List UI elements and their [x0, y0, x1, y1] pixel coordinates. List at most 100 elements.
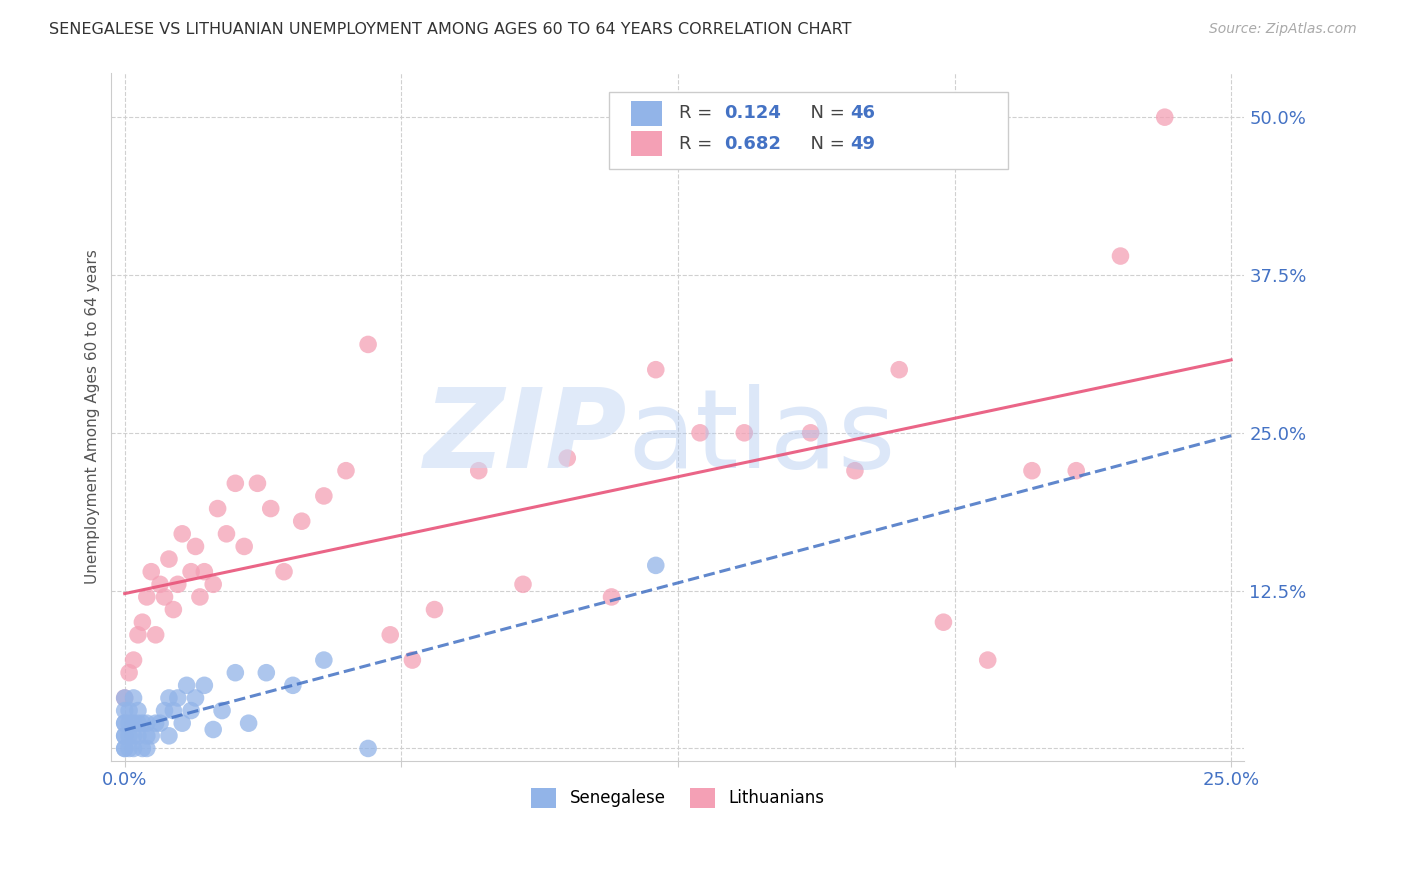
Point	[335, 464, 357, 478]
Legend: Senegalese, Lithuanians: Senegalese, Lithuanians	[524, 781, 831, 814]
Point	[468, 464, 491, 478]
Point	[184, 690, 207, 705]
Text: atlas: atlas	[627, 384, 896, 491]
Point	[291, 514, 314, 528]
Point	[118, 665, 141, 680]
Point	[127, 628, 149, 642]
Point	[114, 729, 136, 743]
Point	[238, 716, 260, 731]
Point	[932, 615, 955, 630]
Point	[1109, 249, 1132, 263]
Point	[153, 590, 176, 604]
Point	[176, 678, 198, 692]
Point	[135, 741, 157, 756]
Point	[600, 590, 623, 604]
Point	[733, 425, 755, 440]
Point	[555, 451, 578, 466]
Text: N =: N =	[799, 135, 851, 153]
Point	[512, 577, 534, 591]
Point	[180, 704, 202, 718]
Point	[122, 716, 145, 731]
Point	[689, 425, 711, 440]
Point	[131, 741, 153, 756]
Point	[233, 540, 256, 554]
Point	[114, 741, 136, 756]
Point	[162, 602, 184, 616]
Point	[122, 653, 145, 667]
Point	[202, 577, 225, 591]
Point	[1021, 464, 1043, 478]
Point	[976, 653, 998, 667]
Point	[114, 716, 136, 731]
Point	[273, 565, 295, 579]
Point	[162, 704, 184, 718]
Point	[114, 729, 136, 743]
Point	[193, 565, 215, 579]
Point	[357, 741, 380, 756]
Point	[246, 476, 269, 491]
Text: SENEGALESE VS LITHUANIAN UNEMPLOYMENT AMONG AGES 60 TO 64 YEARS CORRELATION CHAR: SENEGALESE VS LITHUANIAN UNEMPLOYMENT AM…	[49, 22, 852, 37]
Point	[215, 526, 238, 541]
Point	[114, 704, 136, 718]
Point	[889, 362, 911, 376]
Point	[141, 729, 163, 743]
Point	[114, 716, 136, 731]
Point	[357, 337, 380, 351]
Point	[800, 425, 823, 440]
Point	[423, 602, 446, 616]
Point	[180, 565, 202, 579]
Point	[281, 678, 304, 692]
Point	[149, 716, 172, 731]
Point	[380, 628, 402, 642]
Point	[1064, 464, 1087, 478]
Point	[149, 577, 172, 591]
Point	[127, 729, 149, 743]
Point	[141, 565, 163, 579]
Point	[166, 577, 188, 591]
Point	[118, 704, 141, 718]
Point	[127, 704, 149, 718]
Point	[260, 501, 283, 516]
Point	[157, 690, 180, 705]
Point	[135, 590, 157, 604]
Text: ZIP: ZIP	[423, 384, 627, 491]
Point	[188, 590, 211, 604]
Point	[135, 716, 157, 731]
Point	[211, 704, 233, 718]
Point	[644, 558, 666, 573]
Point	[844, 464, 866, 478]
Point	[254, 665, 277, 680]
Point	[312, 653, 335, 667]
Point	[145, 628, 167, 642]
Point	[114, 690, 136, 705]
Point	[312, 489, 335, 503]
Point	[122, 741, 145, 756]
Point	[1153, 110, 1175, 124]
Point	[135, 729, 157, 743]
Point	[202, 723, 225, 737]
Point	[157, 552, 180, 566]
Point	[172, 716, 194, 731]
Point	[145, 716, 167, 731]
Point	[193, 678, 215, 692]
Text: R =: R =	[679, 104, 718, 122]
Point	[127, 716, 149, 731]
Text: R =: R =	[679, 135, 718, 153]
Point	[644, 362, 666, 376]
Point	[118, 729, 141, 743]
Text: 46: 46	[851, 104, 876, 122]
Point	[131, 716, 153, 731]
Point	[118, 741, 141, 756]
Point	[157, 729, 180, 743]
Point	[224, 665, 246, 680]
Point	[131, 615, 153, 630]
Point	[153, 704, 176, 718]
Point	[166, 690, 188, 705]
Text: 0.682: 0.682	[724, 135, 782, 153]
Point	[224, 476, 246, 491]
Point	[207, 501, 229, 516]
Point	[114, 690, 136, 705]
Point	[184, 540, 207, 554]
Point	[114, 741, 136, 756]
Text: 49: 49	[851, 135, 876, 153]
